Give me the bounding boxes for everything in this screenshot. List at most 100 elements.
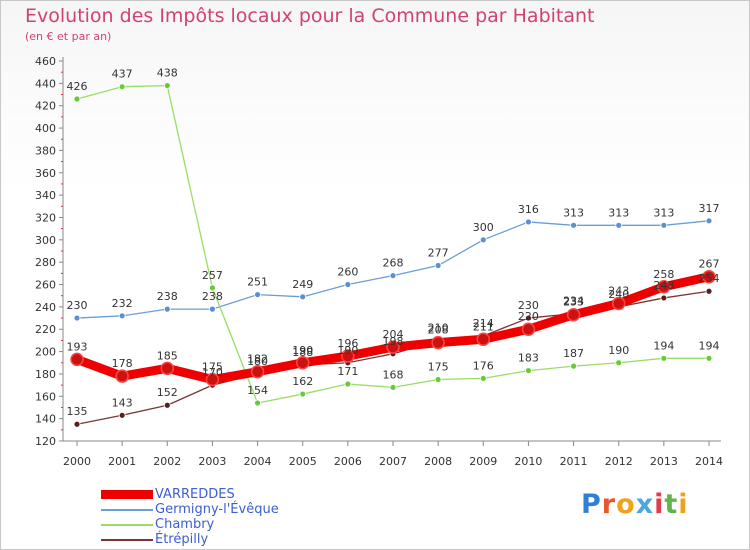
data-point [254,291,261,298]
y-tick-label: 280 [35,256,56,269]
data-label: 257 [202,269,223,282]
data-point [118,83,126,91]
y-tick-label: 440 [35,77,56,90]
data-label: 193 [67,340,88,353]
data-label: 162 [292,375,313,388]
data-point [160,361,175,376]
y-tick-label: 400 [35,122,56,135]
data-point [118,411,126,419]
data-label: 232 [112,297,133,310]
data-label: 268 [383,257,404,270]
data-label: 313 [608,206,629,219]
data-label: 313 [653,206,674,219]
data-label: 238 [202,290,223,303]
chart-title: Evolution des Impôts locaux pour la Comm… [25,5,595,27]
data-label: 313 [563,206,584,219]
data-label: 194 [653,339,674,352]
legend-item: VARREDDES [101,487,279,502]
data-label: 208 [428,324,449,337]
data-point [434,376,442,383]
data-label: 238 [157,290,178,303]
data-point [163,82,171,89]
legend-swatch [101,490,153,499]
data-label: 154 [247,384,268,397]
data-point [344,281,352,288]
data-point [70,352,84,367]
data-point [705,217,713,225]
data-point [521,322,536,336]
data-point [570,221,577,229]
data-point [525,314,532,322]
data-point [434,262,442,269]
legend-label: VARREDDES [155,487,235,502]
data-point [163,305,171,313]
y-tick-label: 180 [35,368,56,381]
y-tick-label: 320 [35,211,56,224]
data-label: 171 [337,365,358,378]
x-tick-label: 2010 [514,455,542,468]
data-point [205,372,220,387]
data-point [615,221,623,229]
data-label: 243 [608,285,629,298]
data-point [570,362,577,370]
data-label: 183 [518,352,539,365]
data-label: 254 [699,272,720,285]
data-point [118,312,126,320]
legend-label: Chambry [155,517,215,532]
data-point [295,356,310,370]
x-tick-label: 2011 [560,455,588,468]
data-label: 267 [699,258,720,271]
chart-subtitle: (en € et par an) [25,30,112,43]
x-tick-label: 2009 [469,455,497,468]
data-label: 234 [563,295,584,308]
data-label: 194 [699,339,720,352]
y-tick-label: 380 [35,144,56,157]
x-tick-label: 2005 [289,455,317,468]
y-tick-label: 360 [35,167,56,180]
y-tick-label: 460 [35,55,56,68]
data-point [250,364,265,379]
data-point [163,401,171,409]
data-label: 168 [383,368,404,381]
data-point [476,332,491,347]
x-tick-label: 2003 [198,455,226,468]
data-point [525,367,532,374]
data-label: 180 [247,355,268,368]
data-label: 182 [247,353,268,366]
data-point [299,293,307,301]
data-label: 152 [157,386,178,399]
data-point [299,390,307,398]
data-point [73,314,81,322]
data-label: 188 [292,346,313,359]
data-label: 135 [67,405,88,418]
data-label: 233 [563,296,584,309]
data-label: 220 [518,310,539,323]
y-tick-label: 420 [35,100,56,113]
x-tick-label: 2001 [108,455,136,468]
data-label: 258 [653,268,674,281]
data-point [479,236,487,244]
legend-label: Étrépilly [155,532,209,547]
legend-item: Étrépilly [101,532,279,547]
y-tick-label: 300 [35,234,56,247]
data-label: 211 [473,320,494,333]
data-label: 316 [518,203,539,216]
data-point [566,307,581,322]
x-tick-label: 2012 [605,455,633,468]
data-label: 175 [202,361,223,374]
legend-swatch [101,508,153,511]
data-point [657,280,671,294]
x-tick-label: 2002 [153,455,181,468]
legend-label: Germigny-l'Évêque [155,502,279,517]
data-label: 190 [337,344,358,357]
data-point [660,294,668,302]
y-tick-label: 140 [35,413,56,426]
data-label: 277 [428,247,449,260]
data-point [386,340,400,354]
data-label: 187 [563,347,584,360]
y-tick-label: 340 [35,189,56,202]
data-point [254,399,261,407]
y-tick-label: 120 [35,435,56,448]
data-point [431,335,445,350]
data-point [479,375,487,382]
